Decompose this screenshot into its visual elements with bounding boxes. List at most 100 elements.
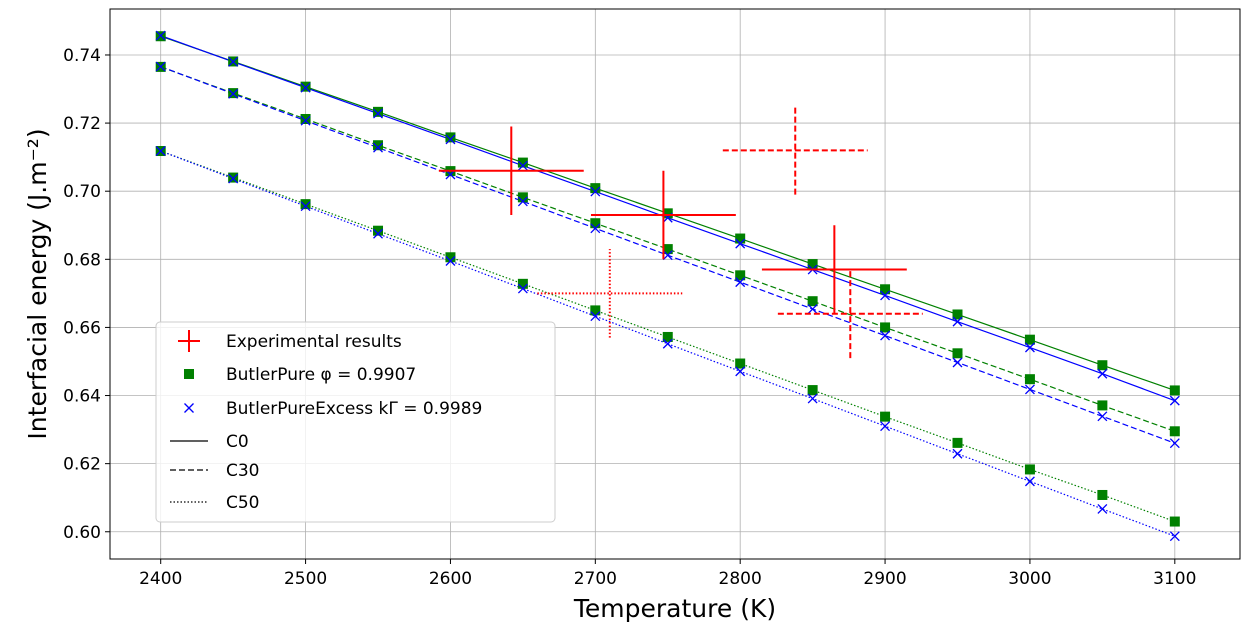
x-marker-stroke [1097,411,1108,422]
x-tick-label: 2700 [574,569,617,589]
x-marker-stroke [445,256,456,266]
experimental-point [537,249,683,338]
plot-frame [109,8,1241,560]
legend-label: C0 [226,432,249,452]
data-point-x [228,88,239,99]
data-point-x [807,393,818,404]
x-tick-label: 2800 [719,569,762,589]
x-marker-stroke [880,330,891,341]
x-marker-stroke [590,311,601,322]
data-point-x [880,290,891,301]
experimental-point [438,126,584,216]
x-marker-stroke [228,88,239,99]
data-point-x [445,256,456,266]
data-point-x [1024,384,1035,395]
data-point-square [880,322,891,333]
data-point-square [1024,464,1035,475]
data-point-x [735,277,746,288]
x-marker-stroke [1024,384,1035,395]
data-point-x [590,311,601,322]
data-point-square [880,284,891,295]
x-marker-stroke [735,366,746,377]
x-marker-stroke [1169,531,1180,542]
x-marker-stroke [155,61,166,72]
x-marker-stroke [155,30,166,41]
data-point-square [880,411,891,422]
x-marker-stroke [735,238,746,249]
x-marker-stroke [1169,395,1180,406]
legend-square-icon [184,369,194,379]
data-point-x [952,357,963,368]
data-point-square [228,172,239,183]
y-tick-label: 0.66 [63,318,101,338]
data-point-x [517,283,528,294]
data-point-square [517,192,528,203]
x-marker-stroke [1097,368,1108,379]
x-marker-stroke [517,160,528,171]
data-point-square [662,208,673,219]
y-tick-label: 0.68 [63,250,101,270]
data-point-x [300,82,311,93]
data-point-square [807,296,818,307]
data-point-square [662,331,673,342]
data-point-square [517,278,528,289]
legend-entry: ButlerPure φ = 0.9907 [184,365,416,385]
x-marker-stroke [590,223,601,234]
data-point-square [445,252,456,263]
data-point-square [1024,334,1035,345]
data-point-square [1169,426,1180,437]
data-point-x [662,338,673,349]
legend-label: Experimental results [226,332,402,352]
data-point-x [373,108,383,119]
legend-entry: C30 [170,461,260,481]
x-marker-stroke [517,283,528,294]
data-point-x [228,56,239,67]
legend-label: ButlerPureExcess kΓ = 0.9989 [226,399,482,419]
data-point-x [1097,411,1108,422]
x-tick-label: 3100 [1153,569,1196,589]
series-line-butlerpureexcess-c50 [160,150,1176,537]
data-point-x [373,142,383,153]
x-marker-stroke [155,146,166,156]
x-marker-stroke [1097,503,1108,514]
data-point-square [517,157,528,168]
data-point-x [300,115,311,126]
data-point-x [1097,503,1108,514]
data-point-x [1024,476,1035,487]
legend-box [155,321,556,523]
data-point-x [590,186,601,197]
x-marker-stroke [300,115,311,126]
legend-entry: Experimental results [178,330,402,352]
x-marker-stroke [952,357,963,368]
data-point-square [590,218,601,229]
x-axis-label: Temperature (K) [573,594,776,623]
data-point-square [300,199,311,210]
y-tick-label: 0.60 [63,523,101,543]
x-tick-label: 3000 [1008,569,1051,589]
data-point-square [735,358,746,369]
x-marker-stroke [373,108,383,119]
data-point-x [1097,368,1108,379]
data-point-x [952,448,963,459]
data-point-x [590,223,601,234]
x-marker-stroke [952,448,963,459]
legend-label: C50 [226,493,260,513]
data-point-x [1169,438,1180,449]
x-marker-stroke [880,290,891,301]
y-tick-label: 0.74 [63,46,101,66]
legend-entry: C50 [170,493,260,513]
x-marker-stroke [373,142,383,153]
data-point-x [1169,395,1180,406]
x-marker-stroke [1169,438,1180,449]
data-point-square [1024,374,1035,385]
data-point-x [228,173,239,184]
data-point-square [735,270,746,281]
data-point-square [1169,516,1180,527]
data-point-square [1097,489,1108,500]
x-marker-stroke [807,393,818,404]
data-point-square [445,132,456,143]
y-tick-label: 0.72 [63,114,101,134]
x-marker-stroke [445,134,456,145]
x-marker-stroke [590,186,601,197]
